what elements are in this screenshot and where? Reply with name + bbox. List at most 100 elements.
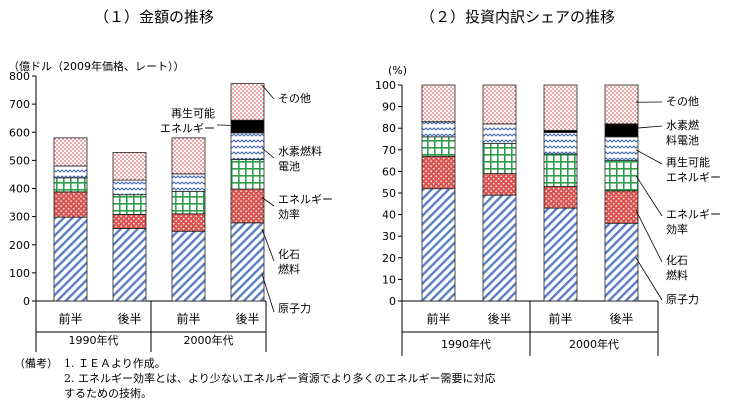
y-tick-label: 800 — [9, 70, 30, 83]
bar-segment-hydrogen — [604, 136, 639, 161]
bar-segment-nuclear — [112, 228, 147, 302]
legend-label-hydrogen: 再生可能 — [666, 155, 710, 169]
bar-segment-nuclear — [482, 194, 517, 302]
bar-segment-hydrogen — [112, 179, 147, 196]
y-axis-label: (%) — [388, 64, 407, 77]
bar-segment-fossil — [604, 190, 639, 224]
legend-label-renewable: エネルギー — [160, 122, 215, 135]
bar-segment-other — [482, 84, 517, 125]
legend-pointer — [635, 149, 663, 165]
legend-pointer — [635, 257, 663, 301]
chart-right-group: (%) 0 10 20 30 40 50 60 70 80 90 100 前半 後半 前半 後半 1990年代 2… — [375, 64, 721, 356]
chart-title-left: （１）金額の推移 — [94, 8, 215, 26]
y-tick-label: 200 — [9, 239, 30, 252]
category-label: 前半 — [176, 311, 200, 326]
y-tick-label: 500 — [9, 154, 30, 167]
bar-segment-fossil — [53, 191, 88, 218]
legend-label-efficiency: エネルギー — [666, 208, 721, 221]
bar-segment-nuclear — [230, 222, 265, 302]
bar-segment-efficiency — [171, 190, 206, 215]
legend-pointer — [635, 210, 663, 263]
category-label: 前半 — [426, 311, 450, 326]
bar-segment-hydrogen — [543, 132, 578, 155]
category-label: 前半 — [548, 311, 572, 326]
bar-segment-hydrogen — [482, 123, 517, 144]
y-axis-label: （億ドル（2009年価格、レート）） — [8, 59, 185, 73]
bar-segment-fossil — [230, 188, 265, 224]
group-label: 1990年代 — [69, 333, 119, 347]
y-tick-label: 0 — [389, 295, 396, 308]
bar-segment-hydrogen — [171, 173, 206, 192]
notes-head: （備考） — [14, 357, 58, 370]
notes-block: （備考） 1. ＩＥＡより作成。 2. エネルギー効率とは、より少ないエネルギー資… — [14, 356, 496, 401]
charts-canvas: （億ドル（2009年価格、レート））0100200300400500600700… — [8, 59, 721, 356]
bar-segment-other — [53, 137, 88, 167]
legend-label-hydrogen: 電池 — [278, 160, 300, 173]
bar-segment-fossil — [112, 213, 147, 229]
legend-label-renewable: 再生可能 — [171, 106, 215, 120]
legend-pointer — [635, 175, 663, 217]
bar-segment-fossil — [171, 213, 206, 232]
y-tick-label: 0 — [23, 295, 30, 308]
y-tick-label: 100 — [9, 267, 30, 280]
legend-label-other: その他 — [666, 95, 699, 108]
legend-label-nuclear: 原子力 — [666, 293, 699, 306]
legend-label-fossil: 燃料 — [278, 262, 300, 276]
group-label: 2000年代 — [184, 333, 234, 347]
legend-label-efficiency: 効率 — [666, 222, 688, 236]
category-label: 前半 — [58, 311, 82, 326]
legend-label-renewable: 水素燃 — [666, 118, 699, 132]
legend-label-nuclear: 原子力 — [278, 302, 311, 315]
chart-left-group: （億ドル（2009年価格、レート）） 0 100 200 300 400 500 600 700… — [8, 59, 333, 352]
legend-label-fossil: 燃料 — [666, 268, 688, 282]
bar-segment-efficiency — [604, 160, 639, 192]
y-tick-label: 50 — [382, 187, 396, 200]
legend-pointer — [261, 273, 275, 313]
legend-pointer — [261, 228, 275, 262]
bar-segment-renewable — [230, 119, 265, 134]
bar-segment-efficiency — [230, 159, 265, 190]
chart-title-right: （２）投資内訳シェアの推移 — [420, 8, 616, 26]
legend-pointer — [635, 125, 663, 129]
bar-segment-nuclear — [421, 188, 456, 302]
bar-segment-renewable — [604, 123, 639, 138]
group-label: 1990年代 — [441, 337, 491, 351]
category-label: 後半 — [609, 312, 633, 326]
legend-label-fossil: 化石 — [666, 253, 688, 267]
bar-segment-hydrogen — [53, 165, 88, 179]
category-label: 後半 — [487, 312, 511, 326]
bar-segment-efficiency — [421, 136, 456, 157]
bar-segment-nuclear — [53, 216, 88, 302]
bar-segment-efficiency — [482, 142, 517, 174]
y-tick-label: 20 — [382, 252, 396, 265]
bar-segment-efficiency — [53, 177, 88, 193]
note-2: 2. エネルギー効率とは、より少ないエネルギー資源でより多くのエネルギー需要に対… — [64, 372, 496, 385]
bar-segment-other — [171, 137, 206, 175]
y-tick-label: 80 — [382, 122, 396, 135]
legend-label-fossil: 化石 — [278, 247, 300, 261]
legend-label-efficiency: エネルギー — [278, 193, 333, 206]
y-tick-label: 90 — [382, 101, 396, 114]
legend-label-efficiency: 効率 — [278, 207, 300, 221]
legend-pointer — [216, 124, 238, 126]
bar-segment-nuclear — [171, 230, 206, 302]
y-tick-label: 40 — [382, 209, 396, 222]
y-tick-label: 60 — [382, 165, 396, 178]
bar-segment-other — [112, 152, 147, 181]
y-tick-label: 600 — [9, 126, 30, 139]
category-label: 後半 — [117, 312, 141, 326]
group-label: 2000年代 — [569, 337, 619, 351]
note-1: 1. ＩＥＡより作成。 — [64, 357, 166, 370]
y-tick-label: 400 — [9, 183, 30, 196]
legend-label-renewable: 料電池 — [666, 133, 699, 147]
legend-pointer — [261, 84, 275, 100]
y-tick-label: 100 — [375, 79, 396, 92]
legend-label-hydrogen: 水素燃料 — [278, 144, 322, 158]
bar-segment-fossil — [543, 186, 578, 209]
bar-segment-nuclear — [543, 207, 578, 302]
y-tick-label: 70 — [382, 144, 396, 157]
legend-pointer — [261, 147, 275, 159]
bar-segment-other — [604, 84, 639, 125]
bar-segment-efficiency — [543, 153, 578, 187]
bar-segment-other — [543, 84, 578, 131]
